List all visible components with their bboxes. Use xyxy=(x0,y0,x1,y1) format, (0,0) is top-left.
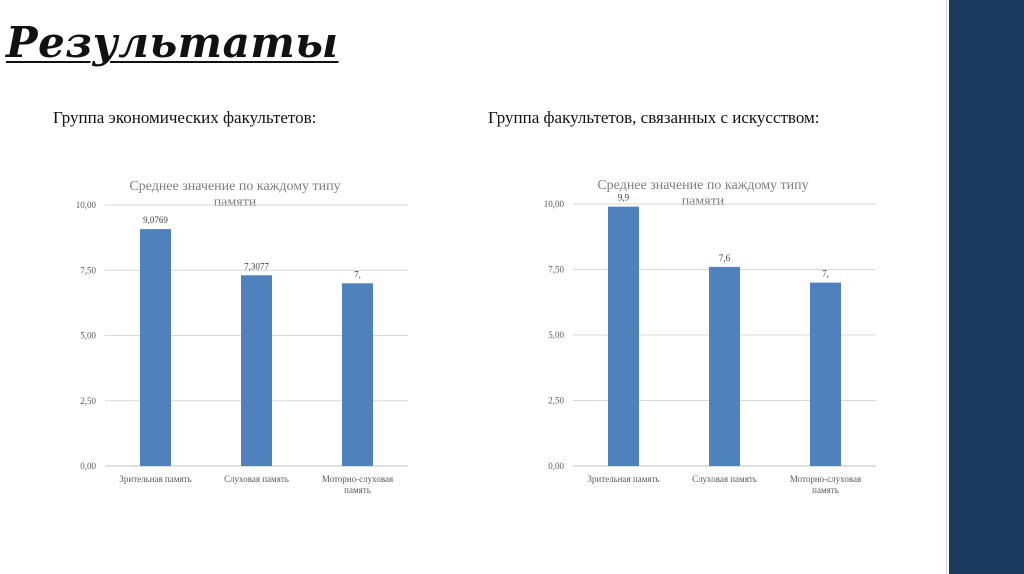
chart-2-title-line: памяти xyxy=(682,194,725,209)
chart-2-bar xyxy=(810,282,841,466)
chart-1-bar xyxy=(342,283,373,466)
chart-2-y-tick-label: 0,00 xyxy=(548,461,564,471)
chart-2-bar xyxy=(709,266,740,466)
chart-1-bar xyxy=(241,275,272,466)
slide-title: Результаты xyxy=(6,18,339,67)
chart-2-category-label: Зрительная память xyxy=(587,474,659,484)
bar-charts: Среднее значение по каждому типупамяти0,… xyxy=(76,178,876,495)
chart-2-data-label: 7, xyxy=(822,269,829,279)
chart-1-y-tick-label: 10,00 xyxy=(76,200,97,210)
chart-2-data-label: 7,6 xyxy=(719,253,731,263)
chart-1-data-label: 9,0769 xyxy=(143,215,168,225)
group-heading-arts: Группа факультетов, связанных с искусств… xyxy=(488,108,820,127)
chart-1-title-line: памяти xyxy=(214,195,257,210)
chart-1-y-tick-label: 2,50 xyxy=(80,396,96,406)
group-heading-economics: Группа экономических факультетов: xyxy=(53,108,317,127)
side-panel-divider xyxy=(946,0,947,574)
chart-2-title-line: Среднее значение по каждому типу xyxy=(597,178,808,193)
chart-1-y-tick-label: 0,00 xyxy=(80,461,96,471)
side-accent-panel xyxy=(949,0,1024,574)
chart-2-bar xyxy=(608,206,639,466)
chart-2-category-label: Слуховая память xyxy=(692,474,757,484)
chart-2-category-label: Моторно-слуховая xyxy=(790,474,861,484)
chart-1-category-label: память xyxy=(344,485,371,495)
chart-1-category-label: Слуховая память xyxy=(224,474,289,484)
chart-1-data-label: 7,3077 xyxy=(244,261,269,271)
chart-1-y-tick-label: 7,50 xyxy=(80,265,96,275)
chart-2-y-tick-label: 5,00 xyxy=(548,330,564,340)
chart-2-category-label: память xyxy=(812,485,839,495)
chart-2-y-tick-label: 2,50 xyxy=(548,396,564,406)
chart-1-title-line: Среднее значение по каждому типу xyxy=(129,179,340,194)
chart-2-y-tick-label: 10,00 xyxy=(544,199,565,209)
chart-2-y-tick-label: 7,50 xyxy=(548,265,564,275)
chart-1-bar xyxy=(140,229,171,466)
chart-1-category-label: Зрительная память xyxy=(119,474,191,484)
chart-2-data-label: 9,9 xyxy=(618,193,630,203)
chart-1-y-tick-label: 5,00 xyxy=(80,331,96,341)
chart-1-category-label: Моторно-слуховая xyxy=(322,474,393,484)
chart-1-data-label: 7, xyxy=(354,269,361,279)
